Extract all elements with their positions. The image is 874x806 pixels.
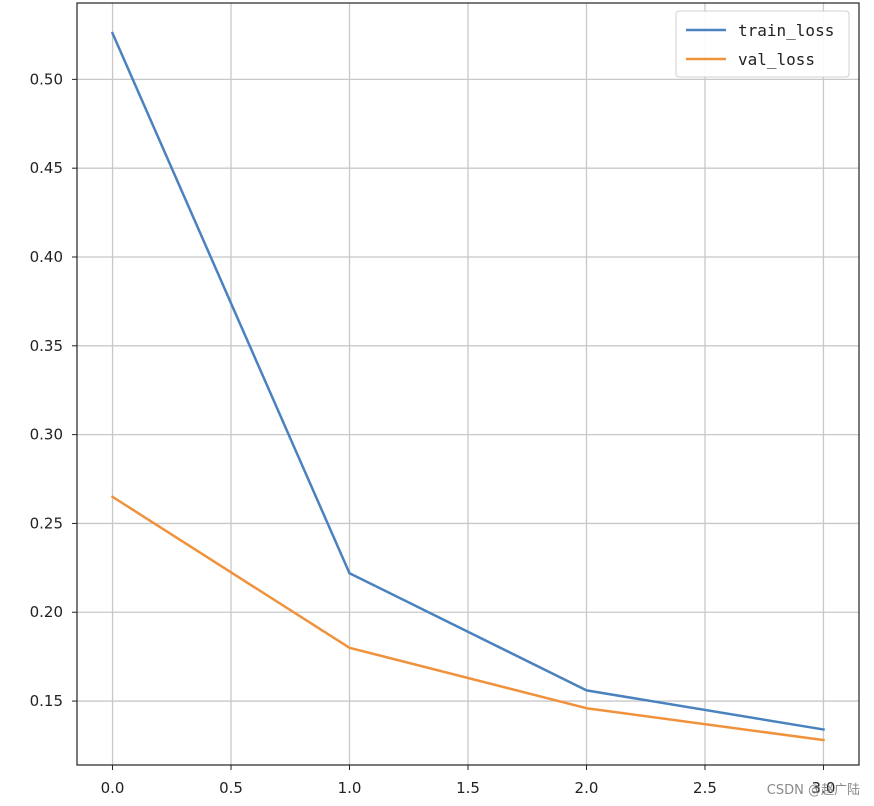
series-group	[110, 31, 825, 742]
axis-ticks: 0.0 0.5 1.0 1.5 2.0 2.5 3.0 0.15 0.20 0.25 0.30 0.3…	[30, 70, 836, 797]
x-tick-label: 0.0	[101, 779, 125, 797]
y-tick-label: 0.45	[30, 159, 63, 177]
y-tick-label: 0.30	[30, 426, 63, 444]
y-tick-label: 0.25	[30, 514, 63, 532]
y-tick-label: 0.40	[30, 248, 63, 266]
y-tick-label: 0.15	[30, 692, 63, 710]
x-tick-label: 2.0	[575, 779, 599, 797]
x-tick-label: 2.5	[693, 779, 717, 797]
grid-lines	[77, 3, 859, 765]
legend-box	[675, 10, 850, 78]
x-tick-label: 0.5	[219, 779, 243, 797]
legend-label: train_loss	[738, 21, 834, 40]
y-tick-label: 0.50	[30, 70, 63, 88]
series-line-val_loss	[110, 495, 825, 742]
y-tick-label: 0.20	[30, 603, 63, 621]
x-tick-label: 1.0	[338, 779, 362, 797]
legend: train_loss val_loss	[675, 10, 850, 78]
series-line-train_loss	[110, 31, 825, 731]
legend-label: val_loss	[738, 50, 815, 69]
y-tick-label: 0.35	[30, 337, 63, 355]
x-tick-label: 1.5	[456, 779, 480, 797]
watermark: CSDN @赵广陆	[766, 783, 860, 798]
x-tick-label: 3.0	[812, 779, 836, 797]
